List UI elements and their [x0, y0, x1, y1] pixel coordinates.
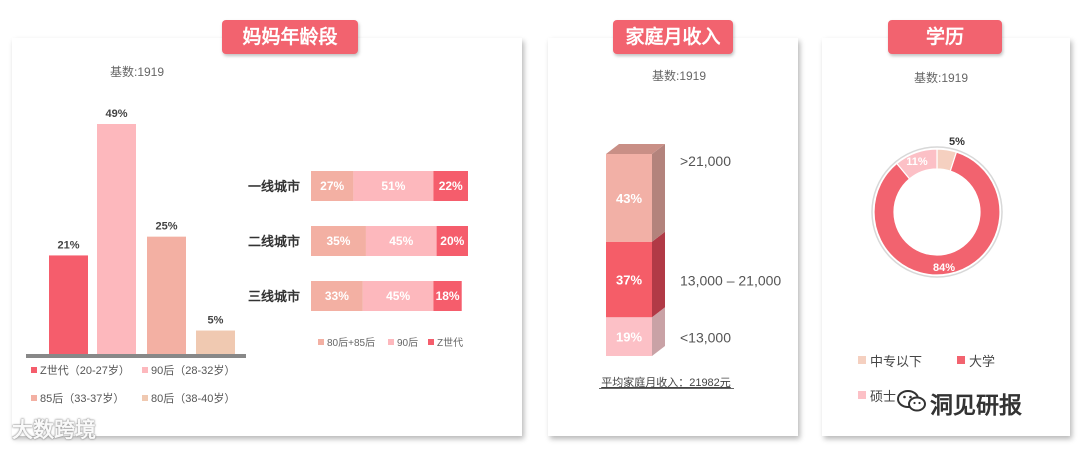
watermark-right: 洞见研报 — [930, 386, 1022, 420]
city-segment-2-2 — [433, 281, 462, 311]
city-legend-swatch-1 — [388, 339, 394, 345]
city-segment-label-1-2: 20% — [440, 234, 464, 248]
income-category-label-2: >21,000 — [680, 153, 731, 169]
age-legend-label-3: 80后（38-40岁） — [151, 391, 235, 405]
city-legend-label-1: 90后 — [397, 337, 418, 349]
education-donut-outline — [871, 146, 1003, 278]
wechat-icon — [897, 390, 926, 412]
income-panel — [548, 38, 798, 436]
education-legend-swatch-2 — [858, 391, 866, 399]
education-slice-label-0: 5% — [949, 136, 965, 148]
education-sample-size: 基数:1919 — [914, 71, 969, 85]
age-bar-label-3: 5% — [208, 315, 224, 327]
city-segment-0-2 — [433, 171, 468, 201]
city-segment-1-2 — [436, 226, 468, 256]
education-legend-label-2: 硕士 — [870, 389, 896, 404]
city-segment-label-1-0: 35% — [326, 234, 350, 248]
age-bar-label-1: 49% — [105, 108, 127, 120]
education-legend-swatch-0 — [858, 356, 866, 364]
age-legend-label-1: 90后（28-32岁） — [151, 363, 235, 377]
city-legend-swatch-2 — [428, 339, 434, 345]
city-legend-label-0: 80后+85后 — [327, 337, 375, 349]
city-segment-2-0 — [311, 281, 363, 311]
age-bar-2 — [147, 236, 186, 354]
city-segment-0-0 — [311, 171, 354, 201]
age-bar-label-0: 21% — [57, 239, 79, 251]
education-legend-label-0: 中专以下 — [870, 354, 922, 369]
education-panel-title: 学历 — [888, 20, 1002, 54]
income-sample-size: 基数:1919 — [652, 69, 707, 83]
education-slice-label-1: 84% — [933, 262, 955, 274]
income-segment-label-0: 19% — [616, 330, 642, 345]
city-legend-label-2: Z世代 — [437, 337, 463, 349]
age-legend-swatch-3 — [142, 395, 148, 401]
age-legend-label-0: Z世代（20-27岁） — [40, 363, 130, 377]
city-legend-swatch-0 — [318, 339, 324, 345]
city-segment-label-2-1: 45% — [386, 289, 410, 303]
income-segment-label-1: 37% — [616, 272, 642, 287]
city-segment-label-1-1: 45% — [389, 234, 413, 248]
city-segment-2-1 — [362, 281, 434, 311]
city-segment-label-2-2: 18% — [436, 289, 460, 303]
income-average-footer: 平均家庭月收入：21982元 — [601, 375, 731, 389]
income-category-label-1: 13,000 – 21,000 — [680, 272, 781, 288]
income-segment-2 — [606, 154, 652, 242]
age-sample-size: 基数:1919 — [110, 65, 165, 79]
city-segment-label-0-2: 22% — [439, 179, 463, 193]
income-category-label-0: <13,000 — [680, 330, 731, 346]
age-legend-swatch-2 — [31, 395, 37, 401]
age-legend-swatch-0 — [31, 367, 37, 373]
city-segment-label-2-0: 33% — [325, 289, 349, 303]
education-slice-2 — [895, 148, 938, 180]
income-footer-underline — [599, 388, 734, 389]
income-side-0 — [652, 307, 665, 356]
education-panel — [822, 38, 1070, 436]
income-top-face — [606, 144, 665, 154]
education-legend-label-1: 大学 — [969, 354, 995, 369]
watermark-left-text: 大数跨境 — [12, 418, 96, 442]
age-legend-label-2: 85后（33-37岁） — [40, 391, 124, 405]
income-segment-label-2: 43% — [616, 191, 642, 206]
income-segment-1 — [606, 241, 652, 318]
age-axis-baseline — [26, 354, 246, 358]
age-bar-0 — [49, 255, 88, 354]
income-panel-title: 家庭月收入 — [613, 20, 733, 54]
watermark-left: 大数跨境 — [12, 414, 96, 444]
city-segment-0-1 — [353, 171, 434, 201]
watermark-right-text: 洞见研报 — [930, 393, 1022, 419]
age-panel-title: 妈妈年龄段 — [222, 20, 358, 54]
city-segment-label-0-0: 27% — [320, 179, 344, 193]
income-segment-0 — [606, 317, 652, 356]
education-slice-label-2: 11% — [906, 156, 928, 168]
income-side-2 — [652, 144, 665, 242]
city-row-label-1: 二线城市 — [248, 234, 300, 249]
age-bar-label-2: 25% — [155, 221, 177, 233]
city-segment-1-1 — [365, 226, 437, 256]
age-legend-swatch-1 — [142, 367, 148, 373]
income-side-1 — [652, 231, 665, 318]
education-legend-swatch-1 — [957, 356, 965, 364]
city-segment-1-0 — [311, 226, 366, 256]
city-segment-label-0-1: 51% — [381, 179, 405, 193]
city-row-label-0: 一线城市 — [248, 179, 300, 194]
city-row-label-2: 三线城市 — [248, 289, 300, 304]
age-bar-1 — [97, 124, 136, 354]
age-bar-3 — [196, 330, 235, 354]
education-slice-1 — [873, 151, 1001, 276]
